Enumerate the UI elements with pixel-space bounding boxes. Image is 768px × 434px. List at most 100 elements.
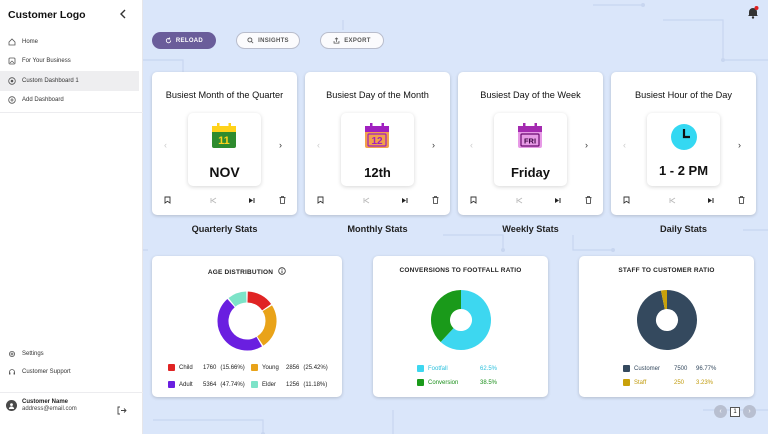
prev-arrow-icon[interactable]: ‹ [164, 140, 167, 150]
age-distribution-panel: AGE DISTRIBUTION Child 1760 (15.66%) Young… [152, 256, 342, 397]
legend-swatch [251, 381, 258, 388]
delete-icon[interactable] [583, 195, 593, 205]
legend-item: Elder 1256 (11.18%) [251, 381, 327, 388]
next-arrow-icon[interactable]: › [279, 140, 282, 150]
collapse-sidebar-icon[interactable] [119, 8, 127, 22]
sidebar-item-support[interactable]: Customer Support [0, 363, 143, 381]
next-arrow-icon[interactable]: › [432, 140, 435, 150]
sidebar-item-label: Add Dashboard [22, 97, 64, 104]
stat-card-day-of-month: Busiest Day of the Month ‹ › 12 12th [305, 72, 450, 215]
legend-swatch [417, 379, 424, 386]
sidebar-item-add-dashboard[interactable]: Add Dashboard [0, 91, 143, 111]
calendar-icon: 12 [365, 123, 389, 148]
reload-button[interactable]: RELOAD [152, 32, 216, 49]
sidebar-item-home[interactable]: Home [0, 32, 143, 52]
user-name: Customer Name [22, 399, 69, 405]
stat-label: Monthly Stats [347, 224, 408, 234]
skip-back-icon[interactable] [361, 195, 371, 205]
sidebar-item-label: Settings [22, 351, 44, 357]
skip-forward-icon[interactable] [552, 195, 562, 205]
sidebar-item-business[interactable]: For Your Business [0, 52, 143, 72]
legend-item: Child 1760 (15.66%) [168, 364, 245, 371]
prev-arrow-icon[interactable]: ‹ [470, 140, 473, 150]
stat-value: Friday [510, 165, 550, 180]
calendar-icon: 11 [212, 123, 236, 148]
donut-slice-adult [217, 298, 263, 351]
delete-icon[interactable] [277, 195, 287, 205]
legend-item: Adult 5364 (47.74%) [168, 381, 245, 388]
donut-slice-footfall [440, 290, 491, 350]
next-arrow-icon[interactable]: › [738, 140, 741, 150]
card-title: Busiest Month of the Quarter [165, 90, 284, 100]
bookmark-icon[interactable] [315, 195, 325, 205]
stat-value-box: FRI Friday [494, 113, 567, 186]
delete-icon[interactable] [736, 195, 746, 205]
conversion-ratio-panel: CONVERSIONS TO FOOTFALL RATIO Footfall 62… [373, 256, 548, 397]
sidebar-divider [0, 392, 143, 393]
card-title: Busiest Day of the Month [326, 90, 429, 100]
card-title: Busiest Hour of the Day [634, 90, 733, 100]
insights-label: INSIGHTS [258, 37, 289, 44]
export-label: EXPORT [344, 37, 371, 44]
headset-icon [8, 368, 16, 376]
calendar-icon-text: FRI [524, 137, 536, 146]
legend-swatch [251, 364, 258, 371]
stat-label: Weekly Stats [502, 224, 559, 234]
sidebar-item-custom-dashboard[interactable]: Custom Dashboard 1 [0, 71, 139, 91]
stat-value-box: 1 - 2 PM [647, 113, 720, 186]
donut-slice-customer [637, 290, 697, 350]
prev-page-button[interactable]: ‹ [714, 405, 727, 418]
donut-slice-conversion [431, 290, 462, 343]
insights-button[interactable]: INSIGHTS [236, 32, 300, 49]
skip-forward-icon[interactable] [246, 195, 256, 205]
logout-icon[interactable] [117, 402, 127, 420]
legend-item: Young 2856 (25.42%) [251, 364, 328, 371]
notification-bell-icon[interactable] [747, 6, 759, 24]
reload-label: RELOAD [175, 37, 204, 44]
clock-icon [671, 124, 697, 150]
sidebar-item-label: Home [22, 38, 39, 45]
skip-forward-icon[interactable] [399, 195, 409, 205]
stat-value: 1 - 2 PM [658, 163, 709, 178]
export-button[interactable]: EXPORT [320, 32, 384, 49]
skip-forward-icon[interactable] [705, 195, 715, 205]
bookmark-icon[interactable] [162, 195, 172, 205]
legend-item: Customer 7500 96.77% [623, 365, 716, 372]
stat-value-box: 11 NOV [188, 113, 261, 186]
delete-icon[interactable] [430, 195, 440, 205]
sidebar-divider [0, 112, 143, 113]
legend-item: Footfall 62.5% [417, 365, 497, 372]
age-donut-chart [217, 291, 277, 351]
user-profile[interactable]: Customer Name address@email.com [6, 399, 77, 412]
legend-item: Staff 250 3.23% [623, 379, 713, 386]
legend-swatch [417, 365, 424, 372]
prev-arrow-icon[interactable]: ‹ [317, 140, 320, 150]
avatar [6, 400, 17, 411]
sidebar-item-settings[interactable]: Settings [0, 345, 143, 363]
skip-back-icon[interactable] [667, 195, 677, 205]
plus-circle-icon [8, 96, 16, 104]
stat-label: Daily Stats [660, 224, 707, 234]
stat-value-box: 12 12th [341, 113, 414, 186]
panel-title: CONVERSIONS TO FOOTFALL RATIO [399, 267, 522, 274]
plus-circle-icon [8, 77, 16, 85]
reload-icon [165, 37, 172, 44]
stat-value: 12th [364, 165, 391, 180]
panel-title: STAFF TO CUSTOMER RATIO [618, 267, 715, 274]
calendar-icon: FRI [518, 123, 542, 148]
pagination: ‹ 1 › [714, 405, 756, 418]
bookmark-icon[interactable] [621, 195, 631, 205]
customer-logo: Customer Logo [8, 9, 86, 21]
staff-donut-chart [637, 290, 697, 350]
skip-back-icon[interactable] [514, 195, 524, 205]
page-number: 1 [730, 406, 740, 417]
user-email: address@email.com [22, 406, 77, 412]
skip-back-icon[interactable] [208, 195, 218, 205]
legend-swatch [623, 365, 630, 372]
main-content: RELOAD INSIGHTS EXPORT Busiest Month of … [143, 0, 768, 434]
prev-arrow-icon[interactable]: ‹ [623, 140, 626, 150]
next-page-button[interactable]: › [743, 405, 756, 418]
info-icon[interactable] [278, 267, 286, 275]
bookmark-icon[interactable] [468, 195, 478, 205]
next-arrow-icon[interactable]: › [585, 140, 588, 150]
